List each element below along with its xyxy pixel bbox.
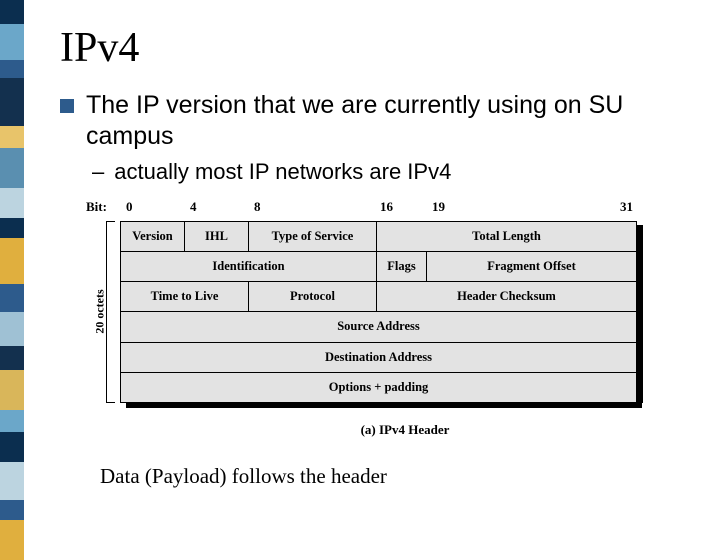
header-field-cell: Version — [121, 221, 185, 251]
table-row: IdentificationFlagsFragment Offset — [121, 252, 637, 282]
bit-position-label: 31 — [620, 199, 633, 215]
ipv4-header-table: VersionIHLType of ServiceTotal LengthIde… — [120, 221, 637, 403]
dash-bullet-icon: – — [92, 159, 104, 185]
bracket-icon — [106, 221, 116, 403]
table-row: Options + padding — [121, 372, 637, 402]
stripe-segment — [0, 78, 24, 126]
table-row: Time to LiveProtocolHeader Checksum — [121, 282, 637, 312]
slide-content: IPv4 The IP version that we are currentl… — [24, 0, 720, 540]
stripe-segment — [0, 370, 24, 410]
header-field-cell: Type of Service — [249, 221, 377, 251]
stripe-segment — [0, 60, 24, 78]
header-field-cell: Fragment Offset — [427, 252, 637, 282]
bit-position-label: 8 — [254, 199, 261, 215]
sub-bullet: – actually most IP networks are IPv4 — [92, 159, 690, 185]
diagram-caption: (a) IPv4 Header — [120, 422, 690, 438]
header-field-cell: Flags — [377, 252, 427, 282]
table-row: Destination Address — [121, 342, 637, 372]
header-field-cell: Identification — [121, 252, 377, 282]
square-bullet-icon — [60, 99, 74, 113]
table-shadow-right — [637, 225, 643, 403]
bit-position-label: 0 — [126, 199, 133, 215]
header-field-cell: Destination Address — [121, 342, 637, 372]
bit-position-label: 19 — [432, 199, 445, 215]
header-table-area: 20 octets VersionIHLType of ServiceTotal… — [80, 221, 690, 403]
bit-position-label: 4 — [190, 199, 197, 215]
stripe-segment — [0, 218, 24, 238]
stripe-segment — [0, 238, 24, 284]
stripe-segment — [0, 432, 24, 462]
bit-ruler: Bit: 048161931 — [120, 199, 690, 221]
header-field-cell: Protocol — [249, 282, 377, 312]
octets-bracket: 20 octets — [80, 221, 120, 403]
stripe-segment — [0, 284, 24, 312]
table-row: Source Address — [121, 312, 637, 342]
stripe-segment — [0, 520, 24, 560]
header-field-cell: Source Address — [121, 312, 637, 342]
main-bullet-text: The IP version that we are currently usi… — [86, 90, 690, 153]
header-field-cell: Total Length — [377, 221, 637, 251]
header-field-cell: Time to Live — [121, 282, 249, 312]
stripe-segment — [0, 126, 24, 148]
sub-bullet-text: actually most IP networks are IPv4 — [114, 159, 451, 185]
stripe-segment — [0, 410, 24, 432]
header-field-cell: IHL — [185, 221, 249, 251]
stripe-segment — [0, 0, 24, 24]
table-row: VersionIHLType of ServiceTotal Length — [121, 221, 637, 251]
bit-prefix-label: Bit: — [86, 199, 107, 215]
stripe-segment — [0, 312, 24, 346]
decorative-left-stripe — [0, 0, 24, 540]
header-field-cell: Header Checksum — [377, 282, 637, 312]
slide-title: IPv4 — [60, 24, 690, 72]
stripe-segment — [0, 462, 24, 500]
stripe-segment — [0, 24, 24, 60]
stripe-segment — [0, 346, 24, 370]
stripe-segment — [0, 500, 24, 520]
table-shadow-bottom — [126, 403, 642, 408]
main-bullet: The IP version that we are currently usi… — [60, 90, 690, 153]
footer-note: Data (Payload) follows the header — [100, 464, 690, 489]
bit-position-label: 16 — [380, 199, 393, 215]
stripe-segment — [0, 188, 24, 218]
ipv4-header-diagram: Bit: 0 4 8 16 19 31 20 octets VersionIHLType … — [80, 199, 690, 438]
stripe-segment — [0, 148, 24, 188]
header-field-cell: Options + padding — [121, 372, 637, 402]
